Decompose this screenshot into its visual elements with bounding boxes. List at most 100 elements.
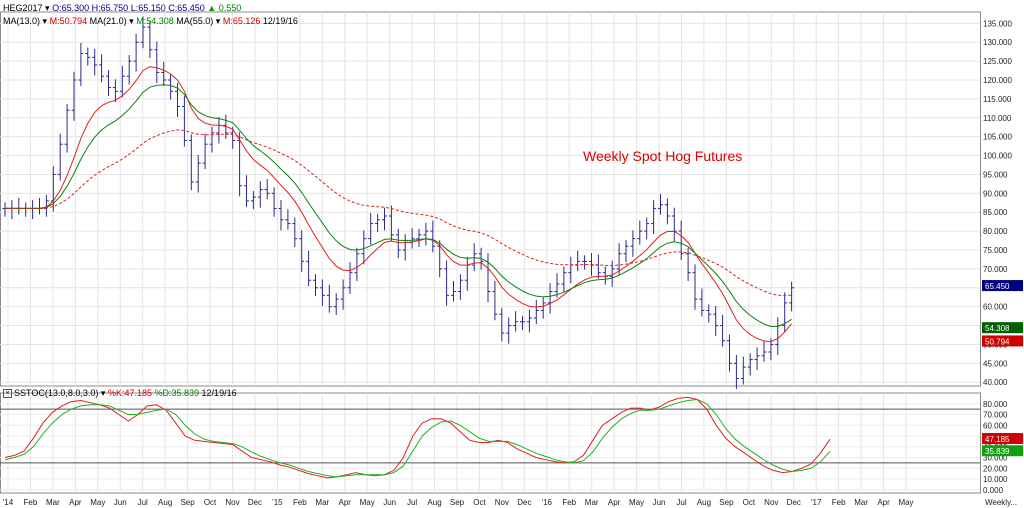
x-tick-label: Feb (562, 498, 576, 507)
open-value: O:65.300 (52, 3, 90, 13)
x-tick-label: Nov (495, 498, 509, 507)
last-value-label: 50.794 (985, 337, 1010, 346)
ma55-value: M:65.126 (222, 16, 261, 26)
oscillator-line (4, 398, 831, 478)
y-tick-label: 130.000 (983, 38, 1012, 47)
last-value-label: 35.839 (985, 447, 1010, 456)
x-tick-label: Sep (180, 498, 195, 507)
high-value: H:65.750 (91, 3, 129, 13)
y-tick-label: 120.000 (983, 76, 1012, 85)
x-tick-label: Feb (832, 498, 846, 507)
y-tick-label: 60.000 (983, 303, 1008, 312)
y-tick-label: 90.000 (983, 189, 1008, 198)
ma55-label[interactable]: MA(55.0) (176, 16, 214, 26)
last-value-badge (982, 433, 1023, 445)
ma21-value: M:54.308 (136, 16, 174, 26)
x-tick-label: Mar (854, 498, 868, 507)
y-tick-label: 125.000 (983, 57, 1012, 66)
x-tick-label: Nov (225, 498, 239, 507)
y-tick-label: 80.000 (983, 400, 1008, 409)
x-tick-label: May (898, 498, 913, 507)
x-tick-label: Oct (473, 498, 486, 507)
chart-title: Weekly Spot Hog Futures (583, 148, 743, 164)
last-value-label: 47.185 (985, 435, 1010, 444)
x-tick-label: May (90, 498, 105, 507)
ma13-value: M:50.794 (49, 16, 88, 26)
stoch-legend: × SSTOC(13.0,8.0,3.0) ▾ %K:47.185 %D:35.8… (3, 388, 237, 399)
up-triangle-icon: ▲ (207, 3, 217, 13)
x-tick-label: '15 (272, 498, 283, 507)
y-tick-label: 100.000 (983, 152, 1012, 161)
quote-header: HEG2017 ▾ O:65.300 H:65.750 L:65.150 C:6… (3, 3, 242, 13)
x-tick-label: '16 (542, 498, 553, 507)
close-icon[interactable]: × (3, 389, 12, 399)
y-tick-label: 105.000 (983, 133, 1012, 142)
x-tick-label: '17 (811, 498, 822, 507)
stoch-k-value: %K:47.185 (107, 388, 152, 398)
x-tick-label: Jun (653, 498, 666, 507)
y-tick-label: 70.000 (983, 265, 1008, 274)
ma-line (5, 84, 792, 328)
ma-legend: MA(13.0) ▾ M:50.794 MA(21.0) ▾ M:54.308 … (3, 16, 298, 26)
x-tick-label: Sep (719, 498, 734, 507)
stoch-d-value: %D:35.839 (154, 388, 200, 398)
x-tick-label: '14 (3, 498, 14, 507)
oscillator-frame (0, 392, 981, 494)
close-value: C:65.450 (168, 3, 205, 13)
last-value-badge (982, 322, 1023, 334)
y-tick-label: 0.000 (983, 486, 1004, 495)
oscillator-grid (0, 392, 981, 494)
x-tick-label: Nov (764, 498, 778, 507)
ma-date: 12/19/16 (262, 16, 298, 26)
y-tick-label: 60.000 (983, 421, 1008, 430)
time-axis: '14 Feb Mar Apr May Jun Jul Aug Sep Oct Nov Dec '15 F… (3, 498, 1017, 507)
x-tick-label: May (629, 498, 644, 507)
y-tick-label: 110.000 (983, 114, 1012, 123)
x-tick-label: May (360, 498, 375, 507)
x-tick-label: Aug (697, 498, 711, 507)
price-series (2, 16, 795, 390)
stoch-label[interactable]: SSTOC(13.0,8.0,3.0) (14, 388, 99, 398)
x-tick-label: Jul (407, 498, 417, 507)
oscillator-axis: 0.00010.00020.00030.00040.00050.00060.00… (982, 400, 1023, 495)
y-tick-label: 135.000 (983, 19, 1012, 28)
oscillator-line (4, 396, 831, 479)
ma21-label[interactable]: MA(21.0) (89, 16, 127, 26)
price-axis: 40.00045.00050.00055.00060.00065.00070.0… (982, 19, 1023, 387)
x-tick-label: Aug (427, 498, 441, 507)
last-value-badge (982, 445, 1023, 457)
price-frame (0, 11, 981, 387)
x-tick-label: Dec (248, 498, 262, 507)
x-tick-label: Jun (383, 498, 396, 507)
symbol-label[interactable]: HEG2017 (3, 3, 43, 13)
ma-line (5, 66, 792, 343)
y-tick-label: 45.000 (983, 359, 1008, 368)
x-tick-label: Dec (517, 498, 531, 507)
y-tick-label: 115.000 (983, 95, 1012, 104)
oscillator-series (4, 396, 831, 479)
x-tick-label: Apr (608, 498, 621, 507)
y-tick-label: 30.000 (983, 454, 1008, 463)
stoch-date: 12/19/16 (201, 388, 237, 398)
ma13-label[interactable]: MA(13.0) (3, 16, 41, 26)
x-tick-label: Feb (24, 498, 38, 507)
last-value-badge (982, 280, 1023, 292)
x-tick-label: Jun (114, 498, 127, 507)
price-grid (0, 11, 981, 387)
y-tick-label: 70.000 (983, 411, 1008, 420)
last-value-label: 65.450 (985, 282, 1010, 291)
last-value-label: 54.308 (985, 324, 1010, 333)
x-tick-label: Oct (743, 498, 756, 507)
y-tick-label: 10.000 (983, 475, 1008, 484)
x-tick-label: Jul (138, 498, 148, 507)
ma-line (5, 129, 792, 297)
x-tick-label: Weekly... (985, 498, 1017, 507)
last-value-badge (982, 335, 1023, 347)
x-tick-label: Apr (877, 498, 890, 507)
x-tick-label: Mar (315, 498, 329, 507)
x-tick-label: Mar (46, 498, 60, 507)
x-tick-label: Sep (450, 498, 465, 507)
y-tick-label: 20.000 (983, 464, 1008, 473)
change-value: 0.550 (218, 3, 242, 13)
